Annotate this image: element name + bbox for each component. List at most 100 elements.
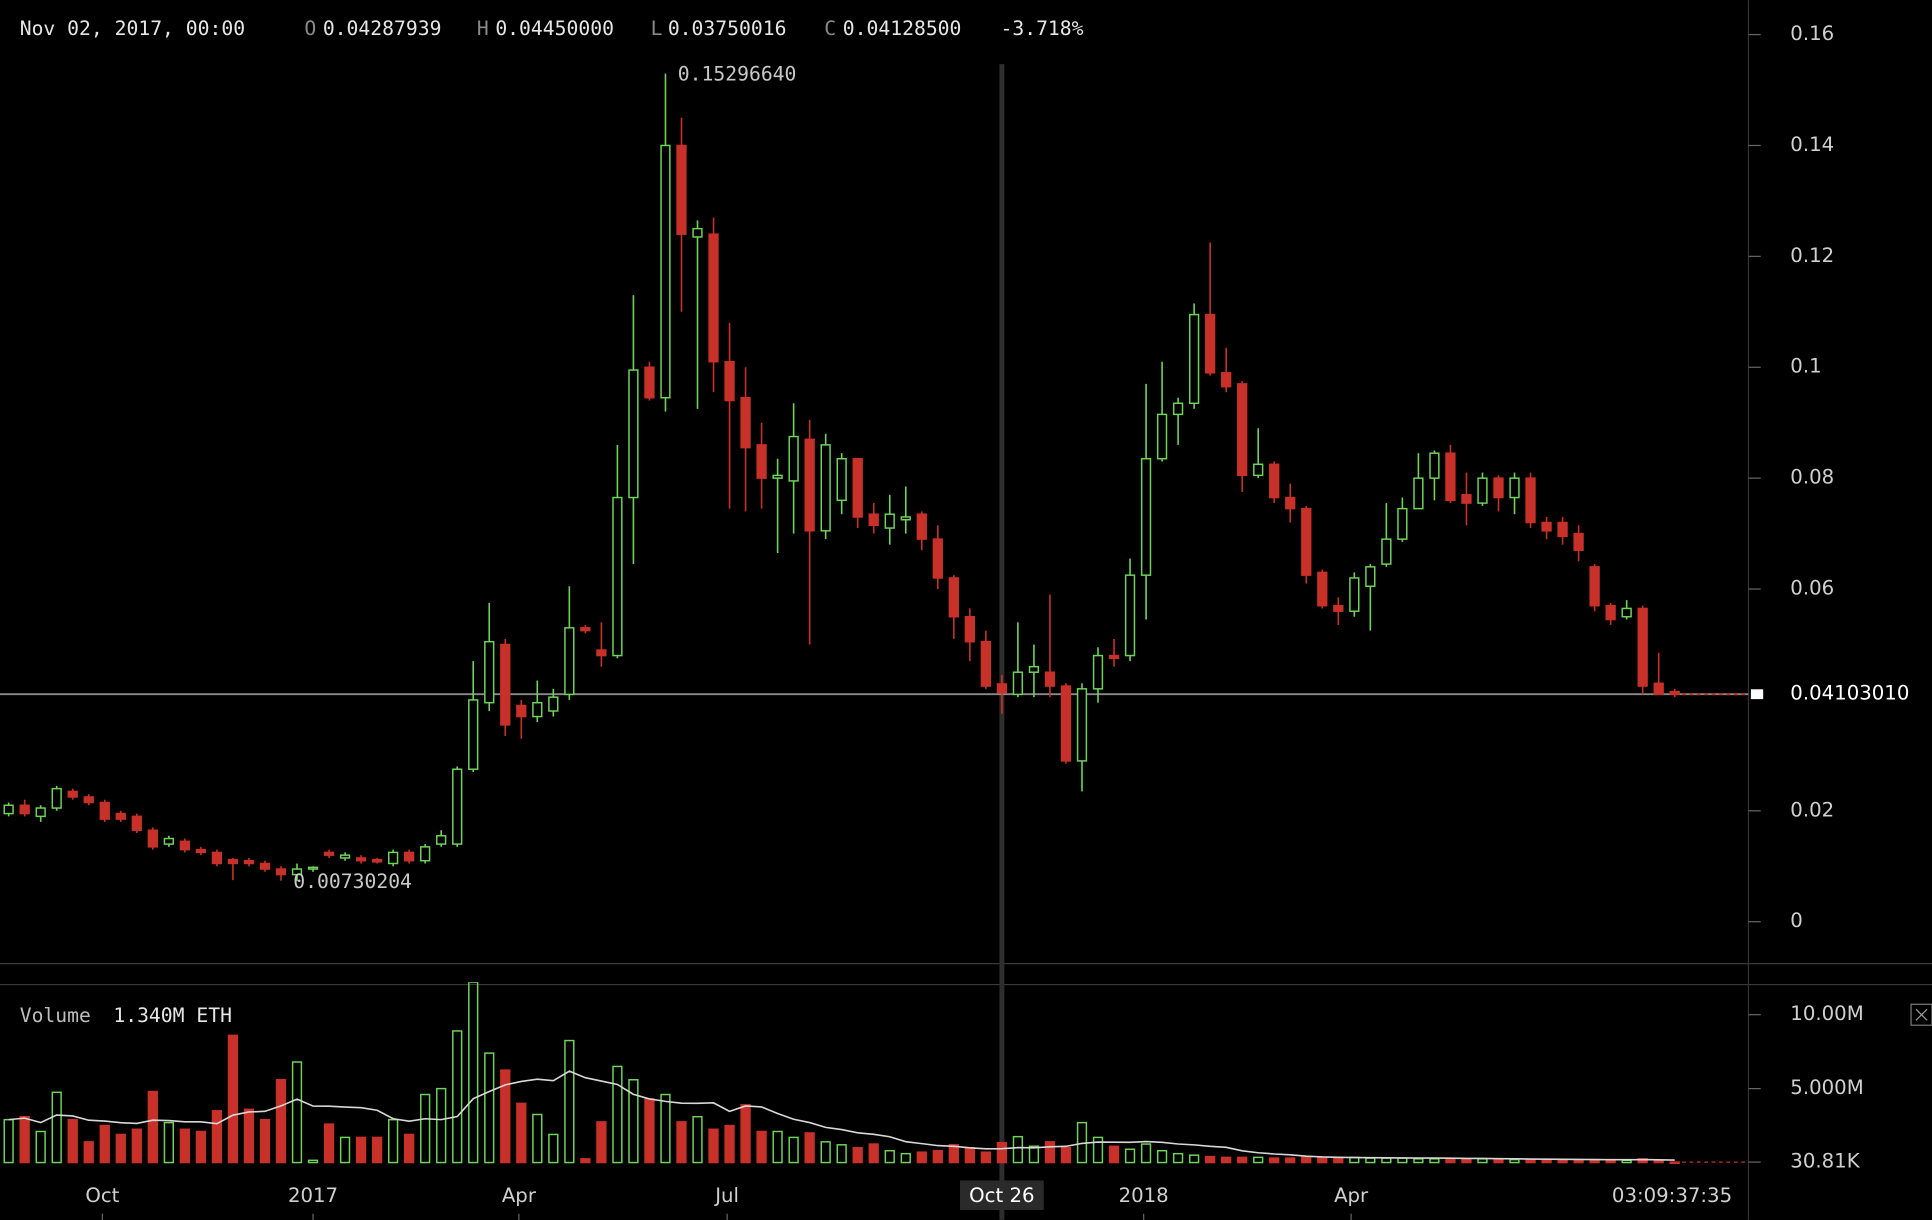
- volume-bar: [1124, 1148, 1136, 1164]
- candle-body: [644, 366, 655, 399]
- candle: [820, 433, 831, 540]
- last-price-label: 0.04103010: [1790, 682, 1909, 705]
- x-tick-label: Oct: [85, 1184, 119, 1207]
- candle-body: [660, 144, 671, 399]
- candle-body: [131, 815, 142, 831]
- candle-body: [980, 640, 992, 687]
- candle-body: [67, 790, 78, 798]
- candle: [259, 860, 271, 872]
- countdown: 03:09:37:35: [1612, 1184, 1732, 1207]
- candle-body: [1269, 463, 1280, 499]
- close-icon-box[interactable]: [1910, 1003, 1932, 1026]
- volume-bar: [1044, 1141, 1056, 1164]
- volume-bar: [83, 1141, 94, 1164]
- volume-bar: [1012, 1135, 1024, 1164]
- candle-body: [387, 851, 399, 865]
- candle: [532, 680, 543, 723]
- close-icon[interactable]: [1910, 1003, 1932, 1026]
- high-annotation: 0.15296640: [678, 62, 797, 85]
- volume-bar: [1092, 1136, 1104, 1164]
- header-close: 0.04128500: [843, 17, 962, 40]
- volume-bar: [195, 1130, 207, 1164]
- candle-body: [1413, 477, 1424, 510]
- candle-body: [852, 457, 863, 518]
- candle-body: [772, 474, 783, 479]
- y-tick-label: 0.08: [1790, 466, 1834, 489]
- candle: [211, 849, 223, 867]
- volume-bar: [307, 1159, 319, 1164]
- candle: [580, 625, 591, 634]
- candle: [275, 866, 287, 881]
- candle-body: [724, 360, 735, 402]
- volume-bar: [660, 1093, 671, 1164]
- volume-bar: [804, 1132, 815, 1164]
- candle-body: [1397, 507, 1408, 540]
- volume-bar: [1156, 1149, 1168, 1164]
- candle-body: [1012, 671, 1024, 696]
- candle-body: [1365, 566, 1376, 588]
- candle-body: [532, 701, 543, 718]
- candle-body: [1237, 383, 1248, 477]
- volume-bar: [996, 1141, 1008, 1164]
- candle-body: [516, 704, 527, 718]
- volume-bar: [420, 1093, 431, 1164]
- candle-body: [1156, 413, 1168, 460]
- volume-bar: [387, 1118, 399, 1164]
- candle: [1140, 383, 1152, 620]
- close-icon-stroke[interactable]: [1915, 1008, 1928, 1021]
- volume-bar: [612, 1065, 623, 1164]
- y-tick-label: 0.14: [1790, 133, 1834, 156]
- candle-body: [1317, 571, 1328, 607]
- volume-moving-average: [8, 1070, 1675, 1161]
- candle: [1525, 472, 1536, 529]
- candle: [1493, 475, 1504, 512]
- candle-body: [820, 444, 831, 532]
- header-low-label: L: [651, 17, 663, 40]
- candle-body: [452, 768, 463, 845]
- candle: [1044, 594, 1056, 698]
- volume-bar: [1541, 1159, 1552, 1164]
- volume-bar: [1285, 1157, 1296, 1164]
- candle-body: [1445, 452, 1456, 502]
- candle: [1301, 505, 1312, 584]
- volume-bar: [948, 1144, 959, 1164]
- candle-body: [1221, 372, 1232, 388]
- candle-body: [612, 496, 623, 657]
- volume-bar: [1028, 1145, 1040, 1164]
- candle-body: [1092, 654, 1104, 690]
- candle: [1028, 644, 1040, 698]
- candle: [932, 525, 943, 590]
- candle: [179, 838, 191, 853]
- candle: [1124, 558, 1136, 662]
- candle-body: [1301, 507, 1312, 576]
- x-tick-label: Apr: [1334, 1184, 1369, 1207]
- candle: [339, 852, 351, 861]
- volume-bar: [1172, 1152, 1184, 1164]
- candle-body: [115, 812, 126, 820]
- candle: [1669, 688, 1680, 698]
- candle-body: [1573, 532, 1584, 551]
- candle: [740, 367, 751, 512]
- candle-body: [1204, 313, 1216, 374]
- volume-bar: [708, 1128, 719, 1164]
- volume-bar: [1333, 1157, 1344, 1164]
- volume-bar: [980, 1151, 992, 1164]
- candle-body: [1140, 457, 1152, 576]
- candle: [1349, 572, 1360, 617]
- candle: [323, 849, 335, 858]
- candle: [964, 608, 975, 662]
- header-close-label: C: [824, 17, 836, 40]
- candle: [1413, 453, 1424, 510]
- y-tick-label: 0: [1790, 909, 1803, 932]
- candle: [948, 575, 959, 639]
- volume-bar: [1253, 1156, 1264, 1164]
- candle-body: [836, 457, 847, 502]
- candle-body: [1285, 496, 1296, 510]
- candle-body: [740, 397, 751, 449]
- candle-body: [1557, 521, 1568, 538]
- candle-body: [1477, 477, 1488, 504]
- candle: [1108, 638, 1120, 667]
- candle: [564, 586, 575, 700]
- candle-body: [1461, 494, 1472, 504]
- candle: [291, 863, 303, 882]
